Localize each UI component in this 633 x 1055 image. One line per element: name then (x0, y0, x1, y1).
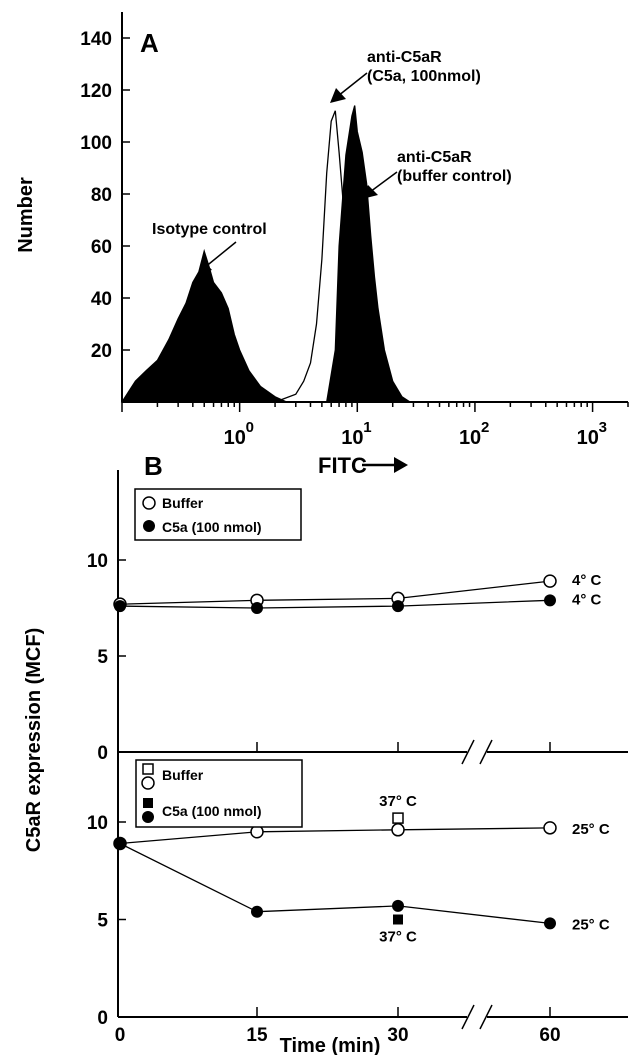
x-tick-exponent: 2 (481, 419, 489, 436)
x-tick-label: 15 (246, 1025, 268, 1046)
x-tick-exponent: 0 (246, 419, 254, 436)
y-tick-label: 0 (97, 743, 108, 764)
histogram-isotype (120, 248, 287, 403)
x-tick-label: 30 (387, 1025, 408, 1046)
data-point-filled-square (393, 914, 403, 925)
series-line (119, 842, 551, 925)
legend-bottom: Buffer C5a (100 nmol) (135, 759, 303, 828)
axis-break-top (461, 739, 493, 765)
c5a-annotation-line2: (C5a, 100nmol) (367, 68, 481, 85)
axis-break-bottom (461, 1004, 493, 1030)
panel-a-letter: A (140, 28, 159, 58)
series-line (119, 827, 551, 845)
temperature-label: 25° C (572, 916, 610, 933)
y-tick-label: 60 (91, 237, 112, 258)
y-tick-label: 140 (80, 29, 112, 50)
x-tick-label: 10 (341, 427, 363, 449)
temperature-label: 4° C (572, 591, 602, 608)
panel-b-xlabel: Time (min) (280, 1035, 381, 1055)
y-tick-label: 80 (91, 185, 112, 206)
y-tick-label: 10 (87, 551, 108, 572)
series-line (119, 599, 551, 609)
y-tick-label: 100 (80, 133, 112, 154)
y-tick-label: 5 (97, 911, 108, 932)
histogram-buffer (325, 105, 413, 403)
data-point-filled-circle (392, 600, 404, 613)
data-point-open-circle (391, 823, 405, 837)
temperature-label: 25° C (572, 821, 610, 838)
x-tick-label: 10 (224, 427, 246, 449)
isotype-annotation: Isotype control (152, 221, 267, 238)
panel-b-ylabel: C5aR expression (MCF) (23, 628, 45, 853)
data-point-filled-circle (392, 899, 404, 912)
temperature-label: 37° C (379, 929, 417, 946)
y-tick-label: 20 (91, 341, 112, 362)
panel-b-letter: B (144, 451, 163, 481)
legend-open-circle-icon (141, 776, 155, 790)
x-tick-label: 60 (539, 1025, 560, 1046)
data-point-open-circle (543, 821, 557, 835)
legend-top: Buffer C5a (100 nmol) (134, 488, 302, 541)
data-point-filled-circle (544, 917, 556, 930)
data-point-open-circle (543, 574, 557, 588)
temperature-label: 4° C (572, 572, 602, 589)
legend-filled-circle-icon (143, 520, 155, 532)
temperature-label: 37° C (379, 793, 417, 810)
data-point-filled-circle (544, 594, 556, 607)
y-tick-label: 10 (87, 813, 108, 834)
series-line (119, 580, 551, 605)
panel-a-ylabel: Number (15, 177, 37, 253)
x-tick-label: 0 (115, 1025, 126, 1046)
y-tick-label: 5 (97, 647, 108, 668)
legend-bottom-buffer: Buffer (162, 767, 204, 783)
legend-top-buffer: Buffer (162, 495, 204, 511)
histogram-c5a (274, 110, 377, 403)
y-tick-label: 0 (97, 1008, 108, 1029)
data-point-filled-circle (251, 905, 263, 918)
panel-a-xlabel: FITC (318, 453, 367, 478)
legend-filled-square-icon (143, 798, 153, 808)
data-point-filled-circle (251, 602, 263, 614)
y-tick-label: 40 (91, 289, 112, 310)
data-point-open-square (392, 812, 404, 824)
legend-open-circle-icon (142, 496, 156, 510)
annotation-arrows (198, 72, 398, 274)
c5a-annotation-line1: anti-C5aR (367, 49, 442, 66)
fitc-arrow-icon (362, 457, 408, 473)
data-point-filled-circle (114, 837, 126, 850)
data-point-filled-circle (114, 600, 126, 613)
buffer-annotation-line2: (buffer control) (397, 168, 512, 185)
legend-bottom-c5a: C5a (100 nmol) (162, 803, 262, 819)
x-tick-exponent: 3 (599, 419, 607, 436)
legend-filled-circle-icon (142, 811, 154, 823)
y-tick-label: 120 (80, 81, 112, 102)
legend-top-c5a: C5a (100 nmol) (162, 519, 262, 535)
buffer-annotation-line1: anti-C5aR (397, 149, 472, 166)
x-tick-label: 10 (459, 427, 481, 449)
legend-open-square-icon (142, 763, 154, 775)
x-tick-label: 10 (577, 427, 599, 449)
x-tick-exponent: 1 (363, 419, 371, 436)
